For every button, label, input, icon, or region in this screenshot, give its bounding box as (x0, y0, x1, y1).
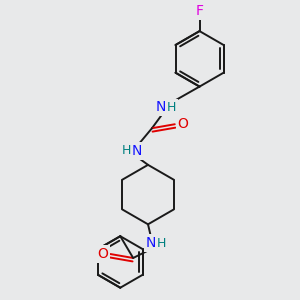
Text: O: O (177, 117, 188, 131)
Text: H: H (157, 237, 167, 250)
Text: N: N (146, 236, 156, 250)
Text: N: N (156, 100, 166, 114)
Text: N: N (132, 144, 142, 158)
Text: O: O (97, 247, 108, 261)
Text: F: F (196, 4, 203, 18)
Text: H: H (167, 101, 176, 114)
Text: H: H (122, 145, 131, 158)
